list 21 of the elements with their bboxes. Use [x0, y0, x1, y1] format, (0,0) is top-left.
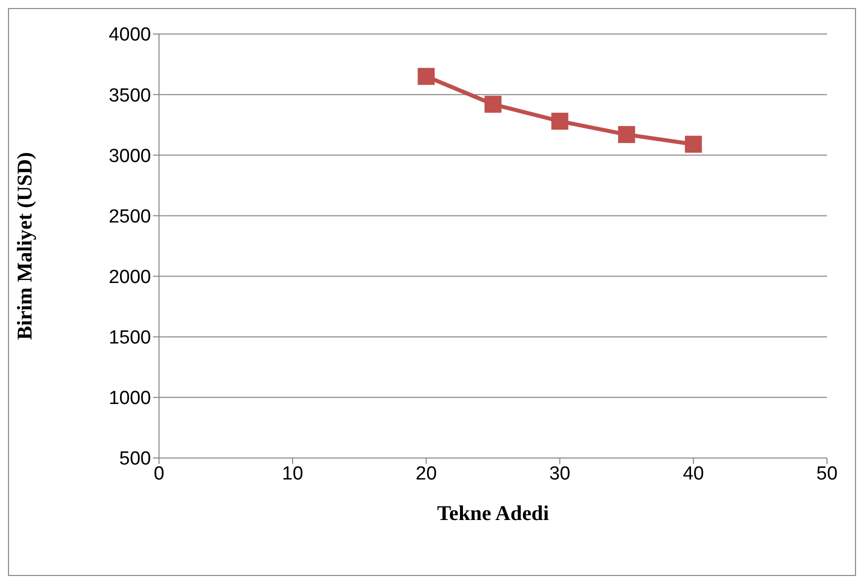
point	[684, 136, 702, 153]
y-tick-label: 500	[119, 448, 151, 470]
x-tick-label: 10	[282, 463, 304, 484]
point	[618, 126, 636, 144]
y-tick-label: 1000	[108, 388, 151, 410]
y-tick-label: 3000	[108, 146, 151, 167]
point	[551, 112, 568, 130]
x-tick-label: 30	[549, 463, 570, 484]
point	[418, 68, 435, 85]
y-tick-label: 4000	[108, 24, 151, 46]
point	[484, 96, 502, 113]
y-tick-label: 1500	[108, 328, 151, 349]
x-tick-label: 50	[816, 463, 838, 484]
y-tick-label: 2000	[108, 267, 151, 288]
y-tick-label: 2500	[108, 206, 151, 228]
x-tick-label: 0	[154, 463, 164, 484]
x-axis-title: Tekne Adedi	[437, 501, 550, 525]
y-tick-label: 3500	[108, 85, 151, 106]
x-tick-label: 40	[682, 463, 704, 484]
y-axis-title: Birim Maliyet (USD)	[12, 152, 36, 340]
x-tick-label: 20	[416, 463, 437, 484]
